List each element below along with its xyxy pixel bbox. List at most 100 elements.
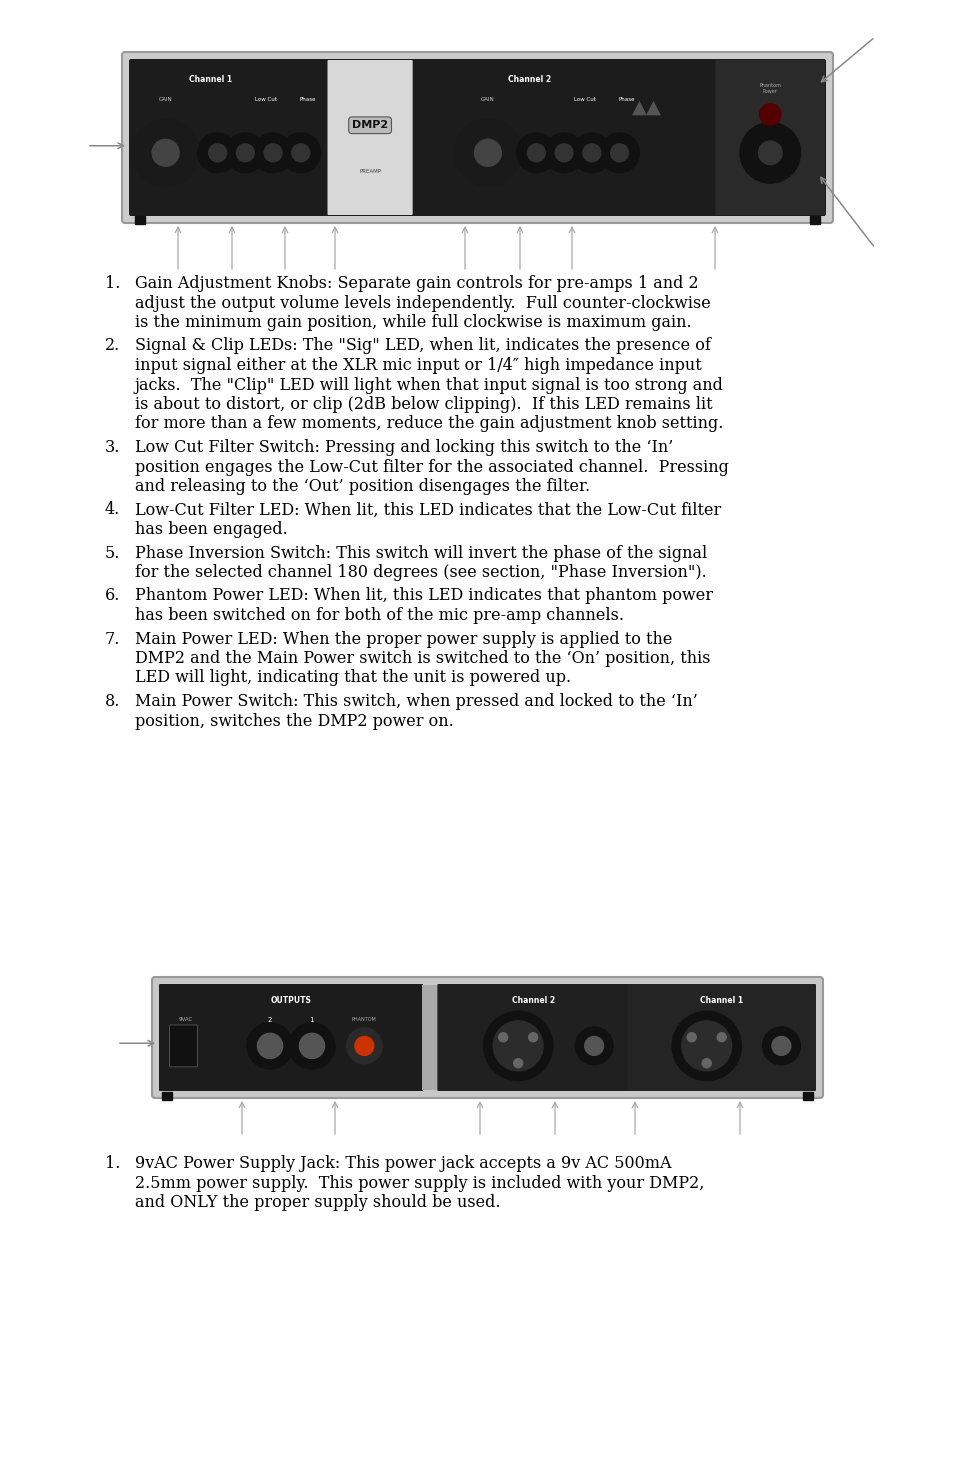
- Text: PREAMP: PREAMP: [358, 168, 380, 174]
- Circle shape: [582, 145, 600, 162]
- Circle shape: [346, 1028, 382, 1063]
- Text: and ONLY the proper supply should be used.: and ONLY the proper supply should be use…: [135, 1193, 500, 1211]
- Text: 1.: 1.: [105, 1155, 120, 1173]
- Circle shape: [132, 119, 199, 186]
- Circle shape: [264, 145, 282, 162]
- Bar: [135, 215, 145, 224]
- Text: ▲▲: ▲▲: [632, 97, 661, 117]
- Circle shape: [759, 103, 781, 125]
- Circle shape: [289, 1022, 335, 1069]
- Text: Low Cut: Low Cut: [255, 97, 276, 102]
- Circle shape: [355, 1037, 374, 1055]
- Text: 1.: 1.: [105, 274, 120, 292]
- Text: Phase Inversion Switch: This switch will invert the phase of the signal: Phase Inversion Switch: This switch will…: [135, 544, 706, 562]
- Circle shape: [247, 1022, 293, 1069]
- Text: 3.: 3.: [105, 440, 120, 456]
- Circle shape: [701, 1059, 711, 1068]
- Text: PHANTOM: PHANTOM: [352, 1018, 376, 1022]
- Text: DMP2 and the Main Power switch is switched to the ‘On’ position, this: DMP2 and the Main Power switch is switch…: [135, 650, 710, 667]
- Text: for more than a few moments, reduce the gain adjustment knob setting.: for more than a few moments, reduce the …: [135, 416, 722, 432]
- Circle shape: [253, 133, 293, 173]
- Circle shape: [209, 145, 227, 162]
- FancyBboxPatch shape: [715, 60, 824, 215]
- FancyBboxPatch shape: [129, 59, 825, 215]
- Text: 9vAC Power Supply Jack: This power jack accepts a 9v AC 500mA: 9vAC Power Supply Jack: This power jack …: [135, 1155, 671, 1173]
- Text: is about to distort, or clip (2dB below clipping).  If this LED remains lit: is about to distort, or clip (2dB below …: [135, 395, 712, 413]
- Circle shape: [257, 1034, 282, 1059]
- Text: has been switched on for both of the mic pre-amp channels.: has been switched on for both of the mic…: [135, 608, 623, 624]
- Text: 5.: 5.: [105, 544, 120, 562]
- Circle shape: [493, 1021, 542, 1071]
- Text: 4.: 4.: [105, 502, 120, 519]
- Circle shape: [681, 1021, 731, 1071]
- Text: Low-Cut Filter LED: When lit, this LED indicates that the Low-Cut filter: Low-Cut Filter LED: When lit, this LED i…: [135, 502, 720, 519]
- Circle shape: [761, 1027, 800, 1065]
- Circle shape: [686, 1032, 696, 1041]
- Text: Gain Adjustment Knobs: Separate gain controls for pre-amps 1 and 2: Gain Adjustment Knobs: Separate gain con…: [135, 274, 698, 292]
- Circle shape: [740, 122, 800, 183]
- Text: LED will light, indicating that the unit is powered up.: LED will light, indicating that the unit…: [135, 670, 571, 686]
- Circle shape: [584, 1037, 603, 1055]
- FancyBboxPatch shape: [152, 976, 822, 1097]
- Text: 7.: 7.: [105, 630, 120, 648]
- Text: Channel 2: Channel 2: [507, 75, 551, 84]
- Text: Phantom Power LED: When lit, this LED indicates that phantom power: Phantom Power LED: When lit, this LED in…: [135, 587, 712, 605]
- FancyBboxPatch shape: [170, 1025, 197, 1066]
- Circle shape: [280, 133, 320, 173]
- FancyBboxPatch shape: [327, 60, 413, 215]
- Circle shape: [483, 1012, 552, 1081]
- Text: and releasing to the ‘Out’ position disengages the filter.: and releasing to the ‘Out’ position dise…: [135, 478, 590, 496]
- Circle shape: [236, 145, 254, 162]
- Text: Signal & Clip LEDs: The "Sig" LED, when lit, indicates the presence of: Signal & Clip LEDs: The "Sig" LED, when …: [135, 338, 710, 354]
- Text: Phantom
Power: Phantom Power: [759, 83, 781, 94]
- Bar: [802, 1092, 812, 1100]
- Circle shape: [516, 133, 556, 173]
- Circle shape: [513, 1059, 522, 1068]
- Circle shape: [575, 1027, 613, 1065]
- Text: 6.: 6.: [105, 587, 120, 605]
- Text: adjust the output volume levels independently.  Full counter-clockwise: adjust the output volume levels independ…: [135, 295, 710, 311]
- Text: Main Power LED: When the proper power supply is applied to the: Main Power LED: When the proper power su…: [135, 630, 672, 648]
- Circle shape: [527, 145, 545, 162]
- Text: Channel 2: Channel 2: [511, 996, 555, 1006]
- Circle shape: [717, 1032, 725, 1041]
- Text: position engages the Low-Cut filter for the associated channel.  Pressing: position engages the Low-Cut filter for …: [135, 459, 728, 475]
- Text: Phase: Phase: [618, 97, 634, 102]
- Circle shape: [528, 1032, 537, 1041]
- Bar: [162, 1092, 172, 1100]
- FancyBboxPatch shape: [122, 52, 832, 223]
- Text: Channel 1: Channel 1: [700, 996, 742, 1006]
- Circle shape: [771, 1037, 790, 1055]
- Circle shape: [292, 145, 310, 162]
- Text: 2: 2: [268, 1016, 272, 1022]
- Text: GAIN: GAIN: [480, 97, 495, 102]
- Text: 2.: 2.: [105, 338, 120, 354]
- Text: Low Cut Filter Switch: Pressing and locking this switch to the ‘In’: Low Cut Filter Switch: Pressing and lock…: [135, 440, 673, 456]
- Text: GAIN: GAIN: [158, 97, 172, 102]
- Text: for the selected channel 180 degrees (see section, "Phase Inversion").: for the selected channel 180 degrees (se…: [135, 563, 706, 581]
- Text: Power: Power: [761, 168, 778, 174]
- Text: Phase: Phase: [299, 97, 315, 102]
- Circle shape: [610, 145, 628, 162]
- Text: has been engaged.: has been engaged.: [135, 521, 288, 538]
- Text: Channel 1: Channel 1: [189, 75, 232, 84]
- Circle shape: [599, 133, 639, 173]
- Circle shape: [758, 142, 781, 165]
- Text: position, switches the DMP2 power on.: position, switches the DMP2 power on.: [135, 712, 454, 730]
- Text: Low Cut: Low Cut: [574, 97, 596, 102]
- Text: is the minimum gain position, while full clockwise is maximum gain.: is the minimum gain position, while full…: [135, 314, 691, 330]
- Text: OUTPUTS: OUTPUTS: [271, 996, 311, 1006]
- Text: input signal either at the XLR mic input or 1/4″ high impedance input: input signal either at the XLR mic input…: [135, 357, 701, 375]
- Circle shape: [572, 133, 611, 173]
- FancyBboxPatch shape: [436, 984, 629, 1092]
- Circle shape: [543, 133, 583, 173]
- Text: jacks.  The "Clip" LED will light when that input signal is too strong and: jacks. The "Clip" LED will light when th…: [135, 376, 723, 394]
- Circle shape: [152, 139, 179, 167]
- Text: Main Power Switch: This switch, when pressed and locked to the ‘In’: Main Power Switch: This switch, when pre…: [135, 693, 697, 709]
- Text: 2.5mm power supply.  This power supply is included with your DMP2,: 2.5mm power supply. This power supply is…: [135, 1174, 703, 1192]
- Circle shape: [197, 133, 237, 173]
- Text: 8.: 8.: [105, 693, 120, 709]
- Bar: [809, 215, 820, 224]
- Circle shape: [225, 133, 265, 173]
- FancyBboxPatch shape: [159, 984, 422, 1092]
